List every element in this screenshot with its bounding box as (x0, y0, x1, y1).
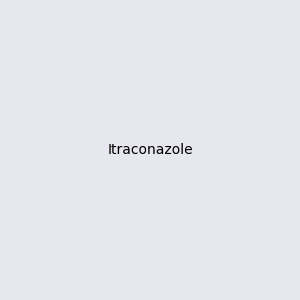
Text: Itraconazole: Itraconazole (107, 143, 193, 157)
